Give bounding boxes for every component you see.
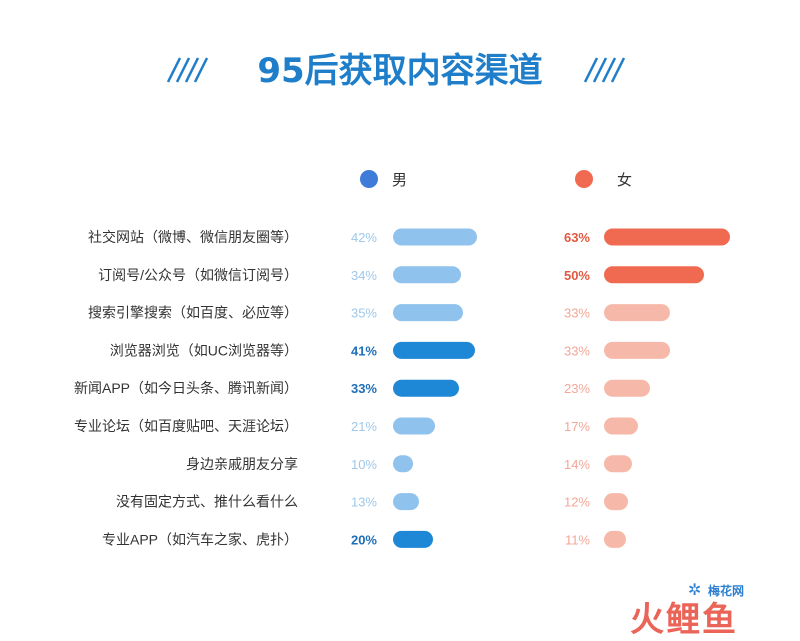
bar [393,304,463,322]
watermark-big: 火鲤鱼 [630,600,738,640]
category-label: 没有固定方式、推什么看什么 [116,494,298,510]
bar [393,530,433,548]
category-label: 身边亲戚朋友分享 [186,456,298,472]
data-label: 14% [564,457,590,472]
category-labels: 社交网站（微博、微信朋友圈等） 订阅号/公众号（如微信订阅号） 搜索引擎搜索（如百度… [74,229,298,547]
bar [604,304,670,322]
bar [604,228,730,246]
chart-title-group: 95后获取内容渠道 [166,51,626,91]
title-slash [583,57,599,83]
data-label: 35% [351,306,377,321]
category-label: 社交网站（微博、微信朋友圈等） [88,229,298,245]
category-label: 订阅号/公众号（如微信订阅号） [98,267,298,283]
legend-marker-female [575,170,593,188]
bar [604,341,670,359]
watermark-small: 梅花网 [708,584,745,598]
bar [393,266,461,284]
title-slash [166,57,182,83]
series-female: 63% 50% 33% 33% 23% 17% 14% 12% 11% [564,228,730,548]
legend-label-male: 男 [392,172,407,189]
title-slash [610,57,626,83]
chart-title: 95后获取内容渠道 [257,51,542,91]
data-label: 42% [351,230,377,245]
title-slash [175,57,191,83]
data-label: 50% [564,268,590,283]
data-label: 33% [564,306,590,321]
bar [604,417,638,435]
data-label: 21% [351,419,377,434]
bar [393,417,435,435]
flower-logo-icon: ✲ [688,582,702,599]
title-decoration-right [583,57,626,83]
category-label: 搜索引擎搜索（如百度、必应等） [88,305,298,321]
data-label: 17% [564,419,590,434]
bar [604,266,704,284]
category-label: 专业APP（如汽车之家、虎扑） [102,531,298,547]
data-label: 10% [351,457,377,472]
data-label: 33% [351,381,377,396]
legend-marker-male [360,170,378,188]
legend: 男女 [360,170,632,189]
data-label: 12% [564,495,590,510]
bar [393,341,475,359]
data-label: 33% [564,343,590,358]
legend-label-female: 女 [617,171,632,189]
title-slash [193,57,209,83]
bar [393,493,419,511]
series-male: 42% 34% 35% 41% 33% 21% 10% 13% 20% [351,228,477,548]
data-label: 20% [351,532,377,547]
bar [604,493,628,511]
data-label: 13% [351,495,377,510]
bar [393,379,459,397]
bar [604,379,650,397]
category-label: 新闻APP（如今日头条、腾讯新闻） [74,380,298,396]
title-slash [184,57,200,83]
bar [393,228,477,246]
data-label: 63% [564,230,590,245]
bar [604,530,626,548]
title-slash [592,57,608,83]
data-label: 23% [564,381,590,396]
data-label: 41% [351,343,377,358]
bar [393,455,413,473]
category-label: 专业论坛（如百度贴吧、天涯论坛） [74,418,298,434]
category-label: 浏览器浏览（如UC浏览器等） [110,342,298,358]
data-label: 34% [351,268,377,283]
bar [604,455,632,473]
title-decoration-left [166,57,209,83]
data-label: 11% [565,532,590,547]
title-slash [601,57,617,83]
